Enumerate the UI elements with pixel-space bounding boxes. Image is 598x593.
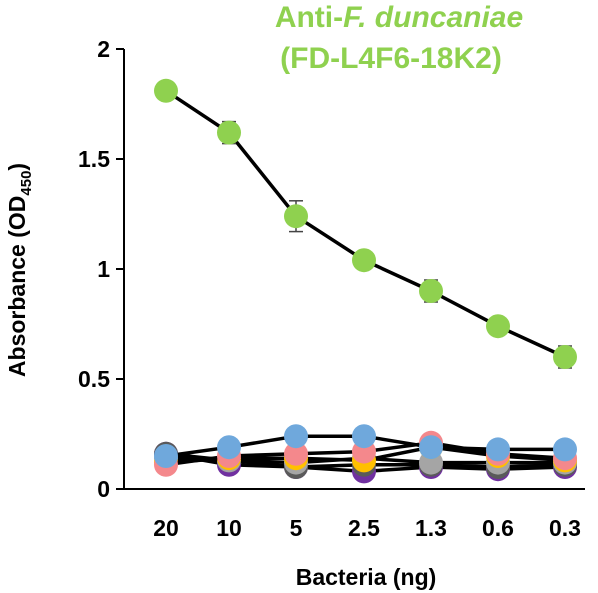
data-point bbox=[486, 437, 510, 462]
y-axis: 0 0.5 1 1.5 2 bbox=[78, 36, 125, 502]
y-tick-label: 2 bbox=[97, 36, 110, 62]
series-layer bbox=[154, 78, 577, 484]
x-tick-label: 5 bbox=[290, 515, 303, 541]
data-point bbox=[284, 204, 308, 229]
data-point bbox=[217, 120, 241, 145]
x-tick-label: 0.3 bbox=[549, 515, 581, 541]
x-tick-label: 20 bbox=[153, 515, 179, 541]
data-point bbox=[419, 435, 443, 460]
data-point bbox=[419, 279, 443, 303]
y-axis-title-sub: 450 bbox=[18, 171, 35, 196]
data-point bbox=[284, 424, 308, 449]
data-point bbox=[553, 345, 577, 369]
x-tick-label: 2.5 bbox=[348, 515, 380, 541]
x-axis: 20 10 5 2.5 1.3 0.6 0.3 bbox=[124, 488, 585, 541]
x-axis-title: Bacteria (ng) bbox=[296, 564, 437, 590]
y-tick-label: 0 bbox=[97, 476, 110, 502]
data-point bbox=[217, 435, 241, 460]
series-1 bbox=[154, 78, 577, 369]
y-axis-title-main: Absorbance (OD bbox=[4, 196, 30, 377]
x-tick-label: 1.3 bbox=[415, 515, 447, 541]
data-point bbox=[486, 314, 510, 339]
x-tick-label: 10 bbox=[216, 515, 242, 541]
data-point bbox=[352, 424, 376, 449]
y-tick-label: 0.5 bbox=[78, 366, 110, 392]
data-point bbox=[154, 78, 178, 103]
data-point bbox=[154, 444, 178, 468]
series-2 bbox=[154, 424, 577, 468]
y-tick-label: 1 bbox=[97, 256, 110, 282]
chart-title: Anti-F. duncaniae bbox=[275, 1, 523, 34]
data-point bbox=[352, 248, 376, 273]
y-tick-label: 1.5 bbox=[78, 146, 110, 172]
data-point bbox=[553, 437, 577, 462]
chart-title-prefix: Anti- bbox=[275, 1, 343, 34]
x-tick-label: 0.6 bbox=[482, 515, 514, 541]
data-point bbox=[284, 441, 308, 466]
chart-title-italic: F. duncaniae bbox=[343, 1, 523, 34]
y-axis-title: Absorbance (OD450) bbox=[4, 163, 35, 377]
y-axis-title-end: ) bbox=[4, 163, 30, 171]
chart-subtitle: (FD-L4F6-18K2) bbox=[280, 42, 502, 75]
